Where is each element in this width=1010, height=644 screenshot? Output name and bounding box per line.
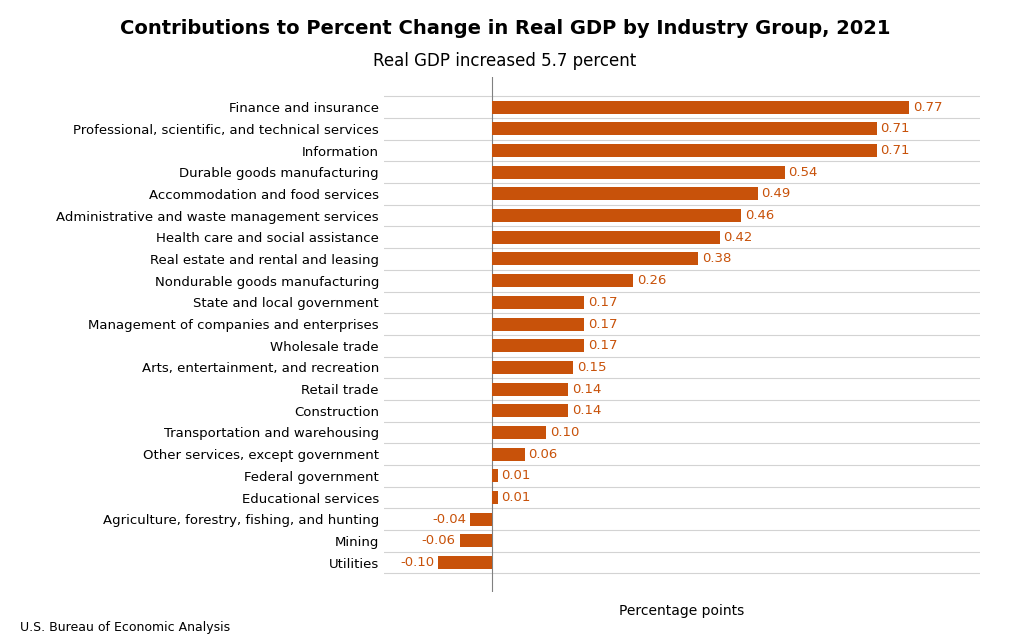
Text: Contributions to Percent Change in Real GDP by Industry Group, 2021: Contributions to Percent Change in Real … [120,19,890,39]
X-axis label: Percentage points: Percentage points [619,603,744,618]
Text: 0.26: 0.26 [636,274,667,287]
Bar [492,317,584,330]
Bar [492,469,498,482]
Bar [492,166,785,179]
Bar [492,296,584,309]
Text: -0.04: -0.04 [432,513,467,526]
Bar [492,383,568,395]
Bar [492,339,584,352]
Text: 0.54: 0.54 [789,166,818,179]
Bar [492,426,546,439]
Bar [471,513,492,526]
Text: 0.46: 0.46 [745,209,775,222]
Text: 0.17: 0.17 [588,296,617,309]
Text: 0.17: 0.17 [588,339,617,352]
Text: 0.71: 0.71 [881,122,910,135]
Text: 0.42: 0.42 [723,231,752,244]
Bar [492,491,498,504]
Text: -0.10: -0.10 [400,556,434,569]
Text: 0.71: 0.71 [881,144,910,157]
Text: 0.17: 0.17 [588,317,617,330]
Bar [492,187,758,200]
Bar [492,231,720,244]
Text: 0.01: 0.01 [501,469,530,482]
Text: 0.77: 0.77 [913,100,942,114]
Bar [492,209,741,222]
Bar [492,361,574,374]
Bar [438,556,492,569]
Bar [492,122,877,135]
Text: -0.06: -0.06 [422,535,456,547]
Text: 0.01: 0.01 [501,491,530,504]
Bar [460,535,492,547]
Text: 0.14: 0.14 [572,383,601,395]
Bar [492,100,909,114]
Bar [492,144,877,157]
Text: Real GDP increased 5.7 percent: Real GDP increased 5.7 percent [374,52,636,70]
Bar [492,448,524,460]
Text: 0.06: 0.06 [528,448,558,460]
Bar [492,252,698,265]
Text: 0.38: 0.38 [702,252,731,265]
Text: 0.15: 0.15 [577,361,607,374]
Bar [492,274,633,287]
Text: 0.49: 0.49 [762,187,791,200]
Text: 0.10: 0.10 [550,426,580,439]
Text: U.S. Bureau of Economic Analysis: U.S. Bureau of Economic Analysis [20,621,230,634]
Bar [492,404,568,417]
Text: 0.14: 0.14 [572,404,601,417]
